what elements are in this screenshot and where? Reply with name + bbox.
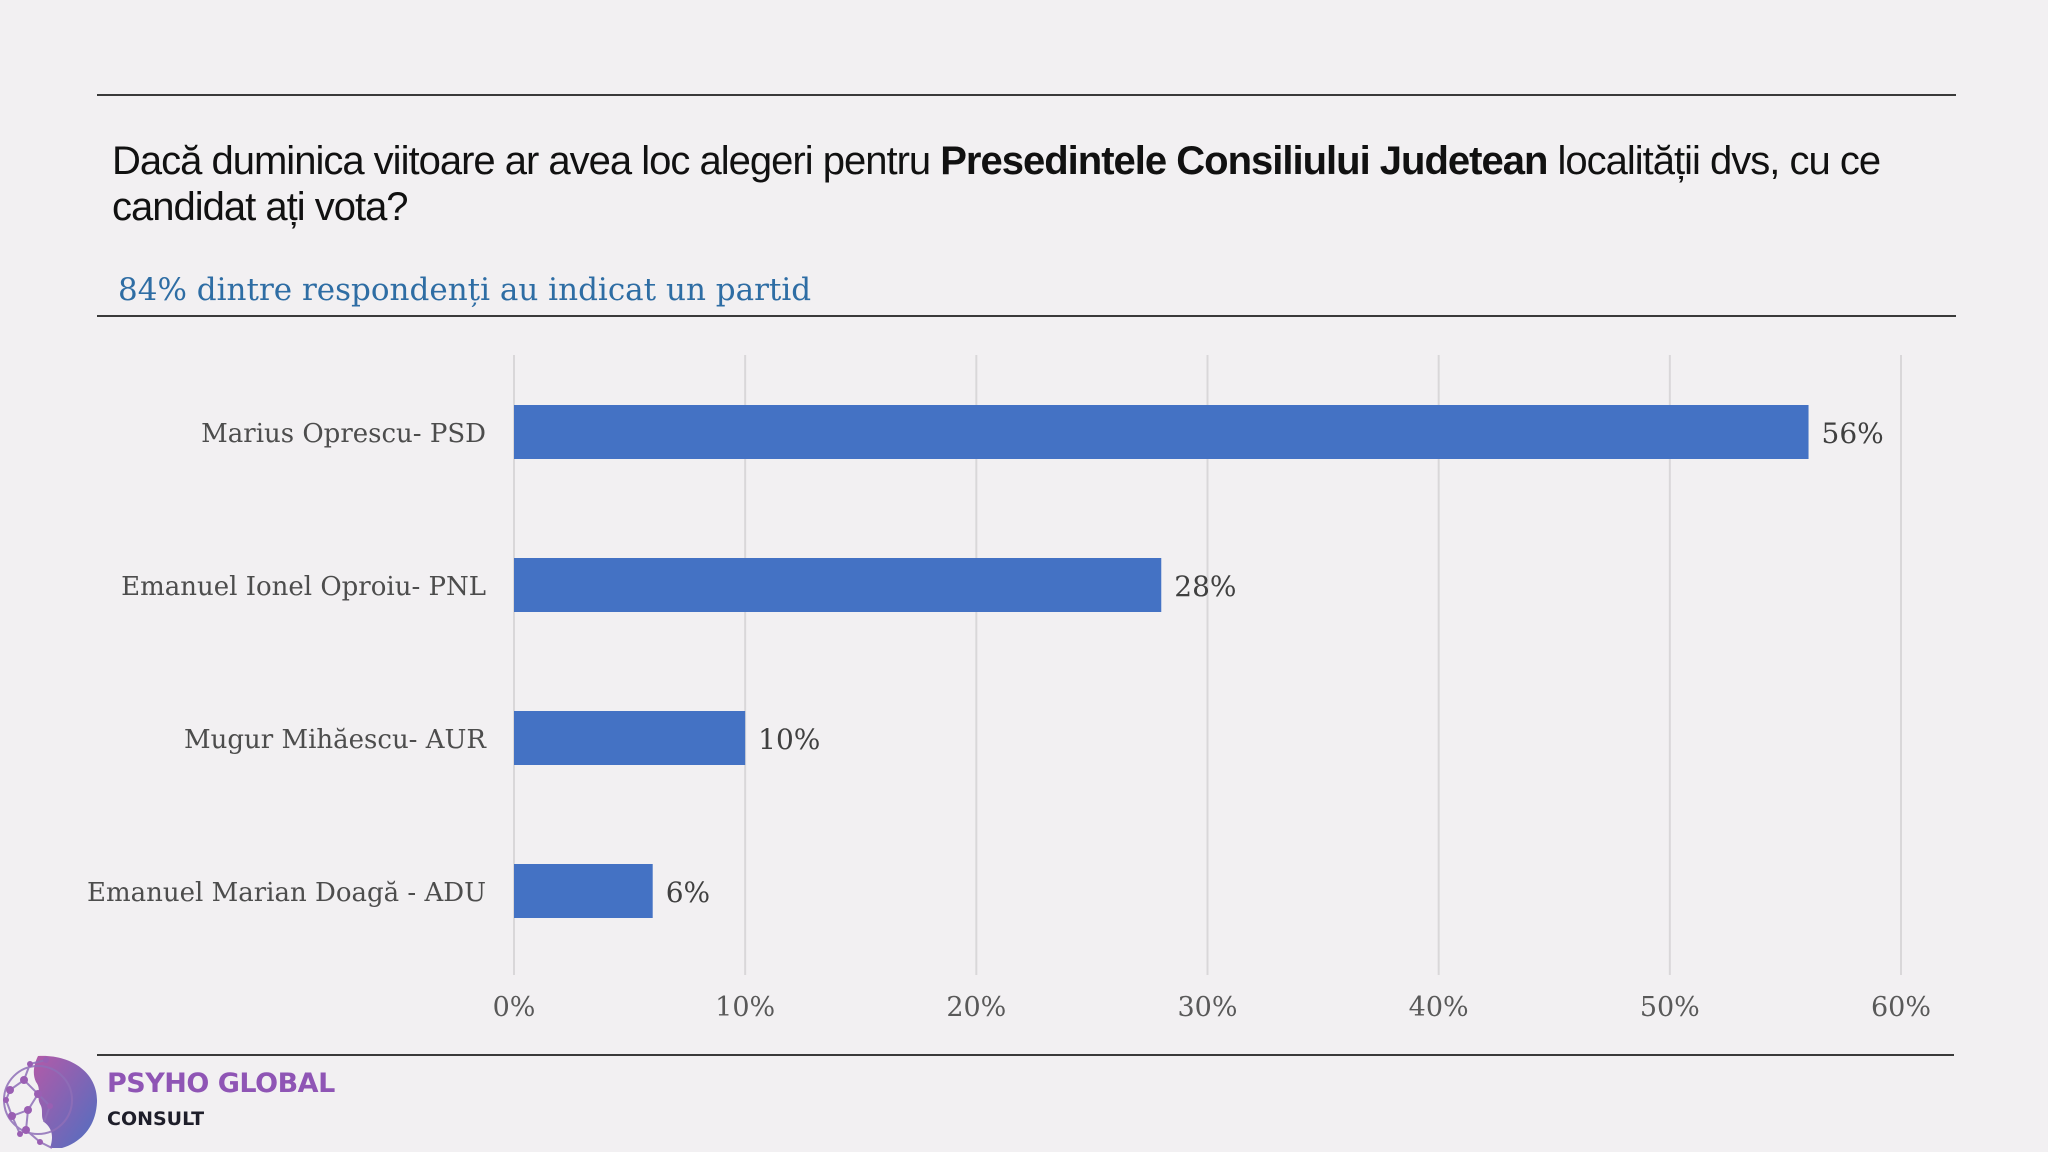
x-tick-label: 10% xyxy=(715,992,775,1023)
brand-name: PSYHO GLOBAL xyxy=(107,1068,335,1099)
category-label: Marius Oprescu- PSD xyxy=(201,419,486,449)
value-label: 6% xyxy=(666,876,710,909)
subtitle: 84% dintre respondenți au indicat un par… xyxy=(118,272,812,308)
head-network-icon xyxy=(3,1055,98,1149)
bar xyxy=(514,558,1162,612)
category-label: Emanuel Ionel Oproiu- PNL xyxy=(121,572,486,602)
bar xyxy=(514,711,746,765)
value-label: 10% xyxy=(758,723,820,756)
x-tick-label: 30% xyxy=(1177,992,1237,1023)
brand-subtitle: CONSULT xyxy=(107,1108,205,1130)
bar xyxy=(514,405,1809,459)
x-tick-label: 20% xyxy=(946,992,1006,1023)
x-tick-label: 60% xyxy=(1871,992,1931,1023)
x-tick-label: 0% xyxy=(493,992,536,1023)
value-label: 28% xyxy=(1174,570,1236,603)
category-label: Mugur Mihăescu- AUR xyxy=(184,725,487,755)
bar xyxy=(514,864,653,918)
top-divider xyxy=(97,94,1956,96)
question-title: Dacă duminica viitoare ar avea loc alege… xyxy=(112,139,1881,229)
question-emphasis: Presedintele Consiliului Judetean xyxy=(940,139,1548,183)
x-tick-label: 50% xyxy=(1640,992,1700,1023)
x-tick-label: 40% xyxy=(1409,992,1469,1023)
subtitle-divider xyxy=(97,315,1956,317)
category-label: Emanuel Marian Doagă - ADU xyxy=(87,878,486,908)
value-label: 56% xyxy=(1822,417,1884,450)
footer-divider xyxy=(97,1054,1954,1056)
